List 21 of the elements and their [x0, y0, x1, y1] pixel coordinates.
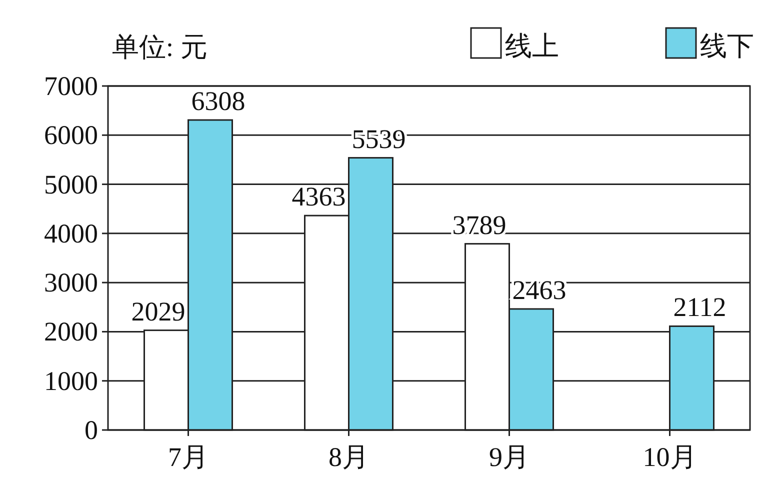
y-tick-label: 5000 [44, 169, 98, 200]
x-tick-label: 8月 [328, 442, 369, 472]
data-label: 2463 [512, 274, 566, 305]
y-tick-label: 6000 [44, 120, 98, 150]
y-tick-label: 1000 [44, 366, 98, 396]
data-label: 3789 [452, 210, 506, 240]
y-tick-label: 3000 [44, 268, 98, 298]
legend-label: 线上 [505, 31, 559, 61]
y-tick-label: 7000 [44, 71, 98, 101]
x-tick-label: 7月 [168, 442, 208, 472]
x-tick-label: 9月 [489, 442, 530, 472]
y-tick-label: 4000 [44, 218, 98, 248]
data-label: 2112 [673, 292, 726, 322]
y-axis-title: 单位: 元 [112, 32, 208, 62]
data-label: 2029 [131, 296, 186, 326]
x-tick-label: 10月 [642, 442, 697, 472]
data-label: 6308 [191, 86, 246, 116]
legend-label: 线下 [700, 31, 754, 61]
y-tick-label: 2000 [44, 316, 98, 347]
data-label: 4363 [292, 182, 346, 212]
y-tick-label: 0 [84, 415, 98, 445]
